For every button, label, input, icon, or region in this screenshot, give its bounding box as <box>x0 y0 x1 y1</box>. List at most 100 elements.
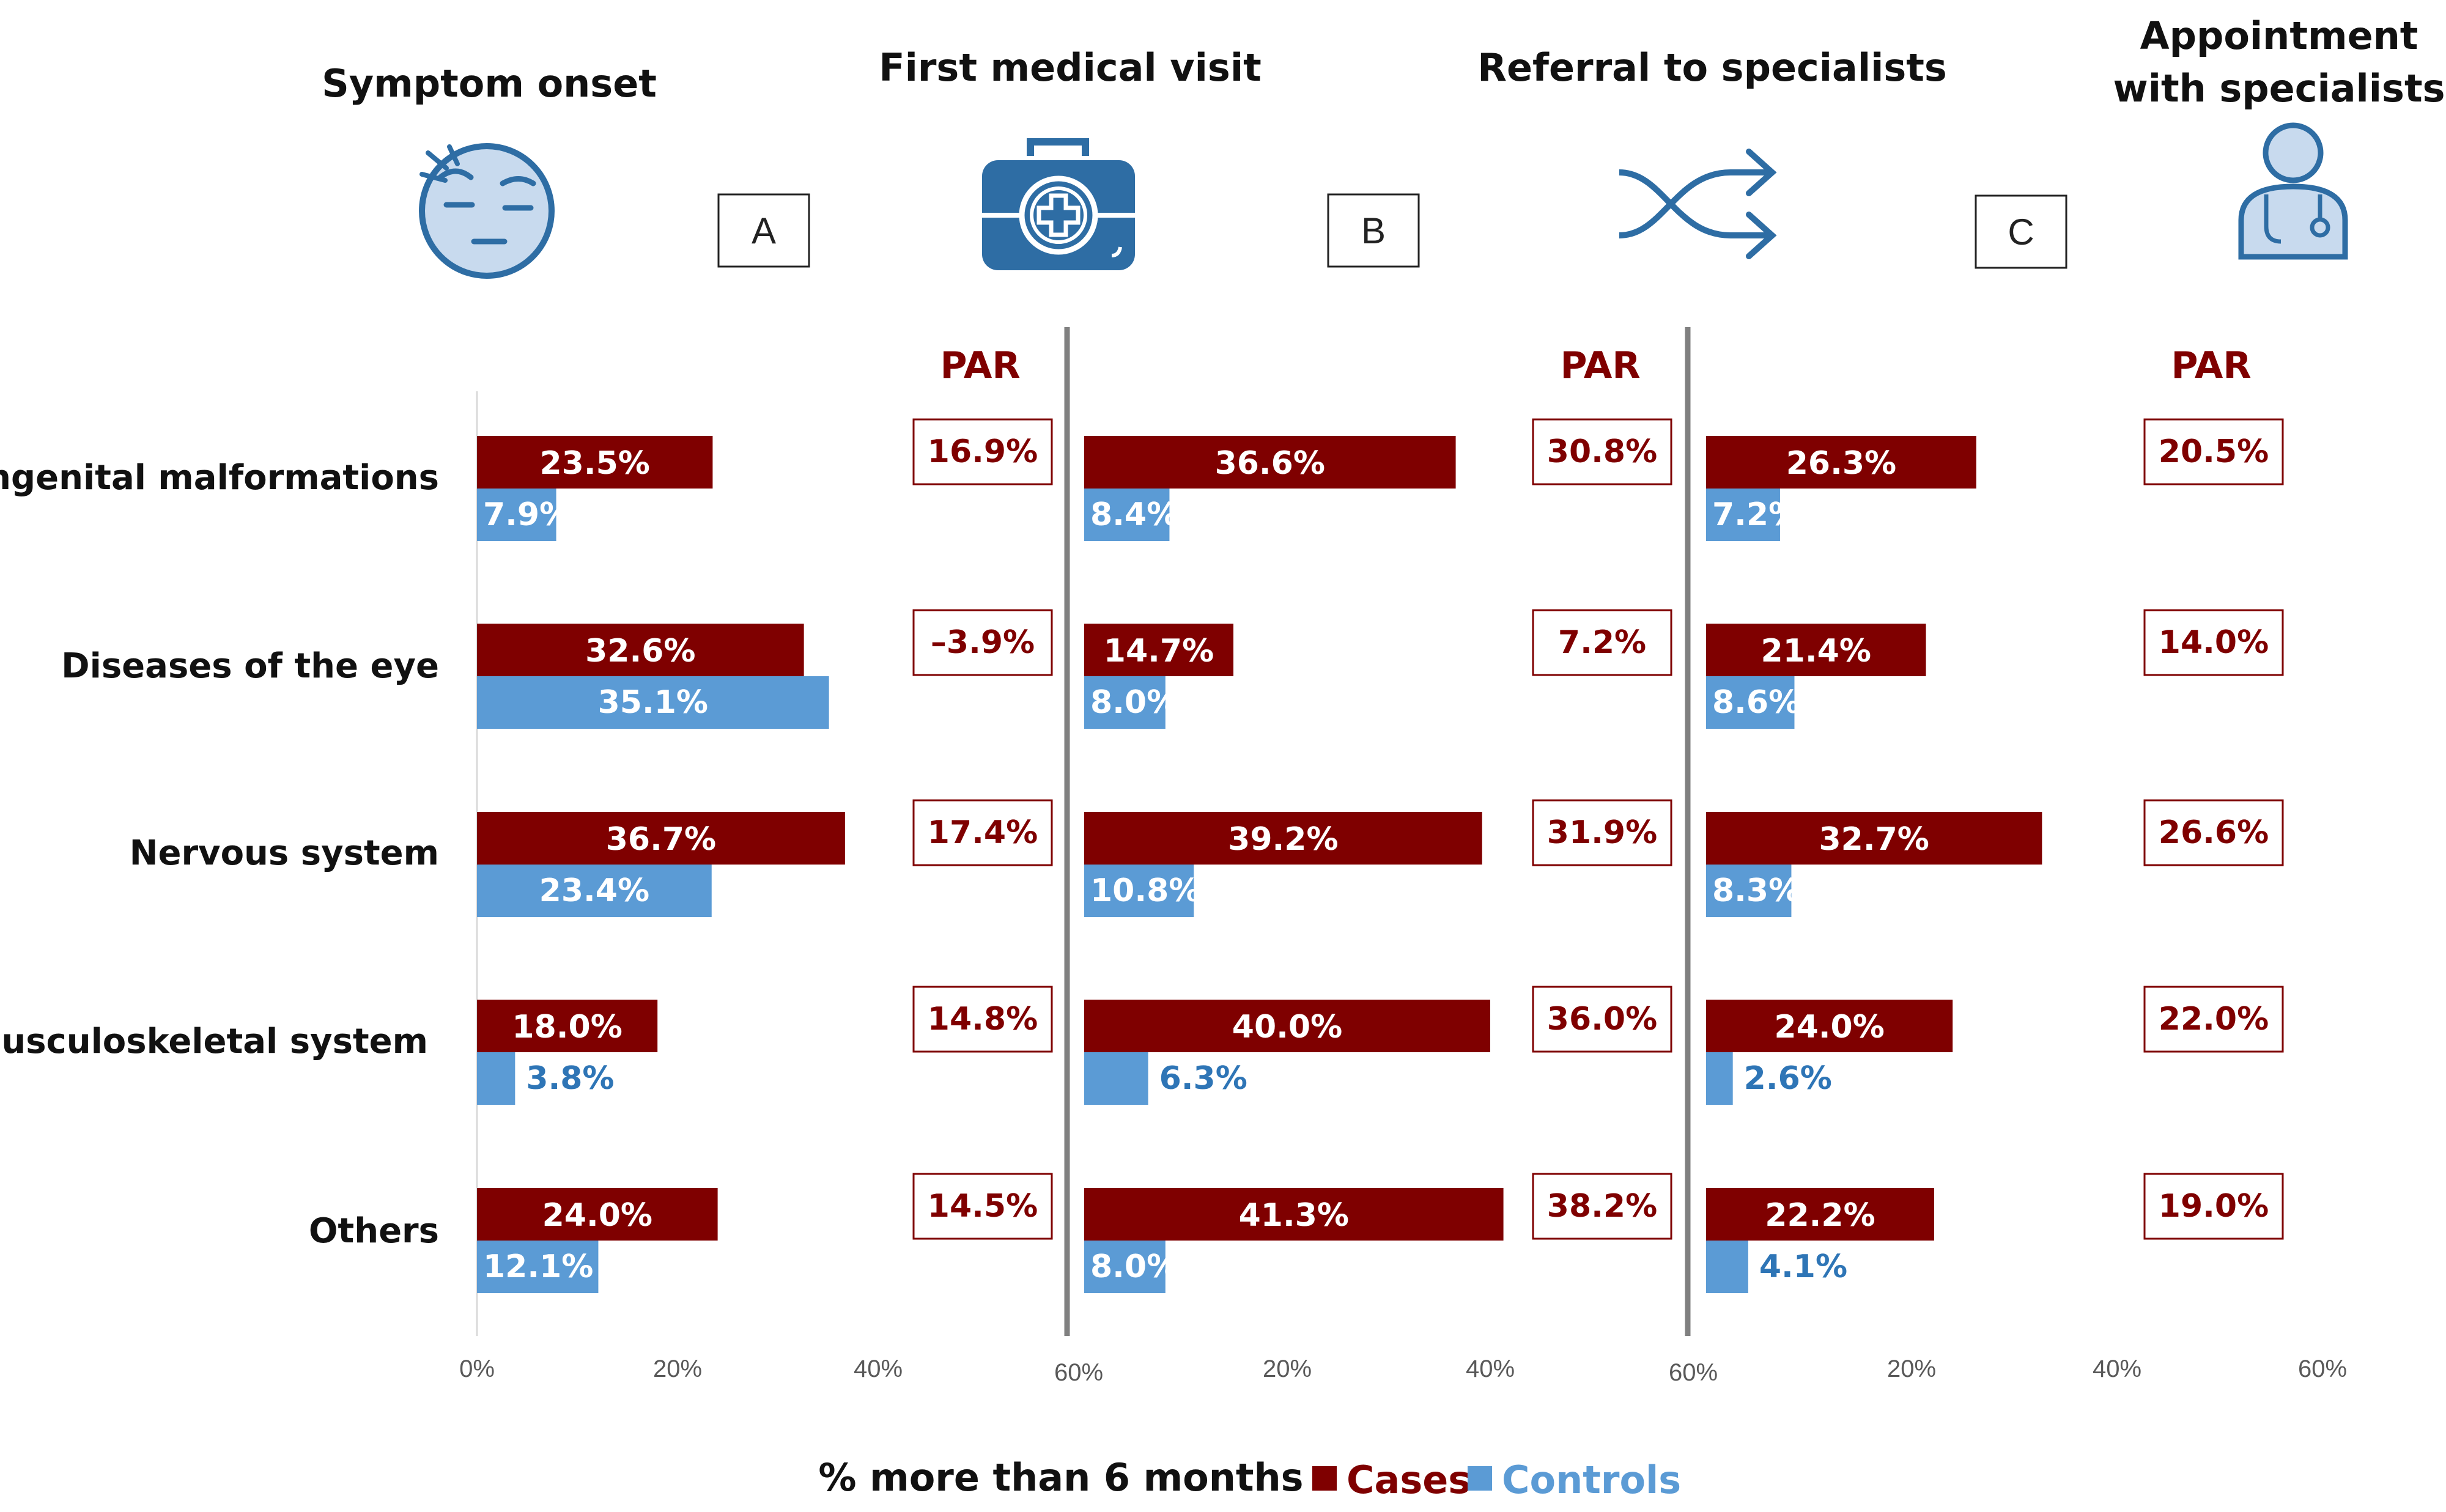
data-label-cases: 14.7% <box>1104 633 1214 669</box>
bar-controls <box>477 865 712 917</box>
par-value-box: 16.9% <box>912 418 1053 485</box>
data-label-cases: 21.4% <box>1761 633 1871 669</box>
data-label-cases: 40.0% <box>1232 1009 1342 1045</box>
stage-title-text: Appointment <box>2140 13 2418 58</box>
bar-controls <box>1084 1241 1166 1293</box>
par-value: 7.2% <box>1558 624 1646 661</box>
par-value: 20.5% <box>2159 433 2269 470</box>
par-value-box: 30.8% <box>1532 418 1672 485</box>
data-label-controls: 4.1% <box>1759 1248 1847 1285</box>
par-value-box: 26.6% <box>2143 799 2284 866</box>
data-label-controls: 6.3% <box>1159 1060 1247 1097</box>
par-heading: PAR <box>2171 344 2251 387</box>
par-value-box: 19.0% <box>2143 1173 2284 1240</box>
tick-label: 60% <box>1669 1359 1718 1386</box>
bar-controls <box>1706 865 1792 917</box>
par-box <box>912 986 1053 1053</box>
par-box <box>2143 1173 2284 1240</box>
data-label-controls: 23.4% <box>539 872 649 909</box>
par-box <box>912 418 1053 485</box>
par-value: 16.9% <box>928 433 1038 470</box>
data-label-controls: 8.6% <box>1712 684 1800 721</box>
panel-label-box <box>1327 193 1420 268</box>
tick-label: 20% <box>653 1355 702 1382</box>
data-label-controls: 10.8% <box>1090 872 1200 909</box>
par-value-box: 31.9% <box>1532 799 1672 866</box>
par-value: 14.8% <box>928 1001 1038 1038</box>
tick-label: 20% <box>1887 1355 1936 1382</box>
data-label-cases: 18.0% <box>512 1009 622 1045</box>
legend-swatch-controls <box>1468 1466 1492 1491</box>
par-value-box: 7.2% <box>1532 609 1672 676</box>
data-label-controls: 12.1% <box>483 1248 593 1285</box>
category-label: Congenital malformations <box>0 458 439 498</box>
par-heading: PAR <box>940 344 1020 387</box>
par-value-box: 38.2% <box>1532 1173 1672 1240</box>
par-box <box>1532 418 1672 485</box>
shuffle-arrows-icon <box>1619 149 1777 259</box>
stage-title-text: Referral to specialists <box>1477 45 1947 90</box>
tick-label: 20% <box>1263 1355 1312 1382</box>
bar-controls <box>1706 489 1780 541</box>
data-label-cases: 36.7% <box>606 821 716 858</box>
tick-label: 0% <box>459 1355 495 1382</box>
par-box <box>2143 799 2284 866</box>
category-label: Diseases of the eye <box>61 646 439 686</box>
bar-controls <box>1706 676 1795 729</box>
par-value: 26.6% <box>2159 814 2269 851</box>
stage-title-4: Appointment with specialists <box>2113 13 2445 111</box>
par-value-box: 14.0% <box>2143 609 2284 676</box>
x-axis-label: % more than 6 months <box>818 1455 1303 1500</box>
bar-controls <box>1084 1052 1148 1105</box>
par-box <box>1532 986 1672 1053</box>
par-value-box: –3.9% <box>912 609 1053 676</box>
data-label-controls: 8.3% <box>1712 872 1800 909</box>
data-label-cases: 26.3% <box>1786 445 1896 482</box>
panel-label-text: B <box>1361 210 1386 251</box>
par-value: 14.5% <box>928 1188 1038 1225</box>
panel-label-box <box>717 193 810 268</box>
par-value: 30.8% <box>1547 433 1657 470</box>
par-value: 31.9% <box>1547 814 1657 851</box>
tick-label: 40% <box>2093 1355 2141 1382</box>
category-label: Others <box>309 1211 439 1251</box>
data-label-cases: 23.5% <box>539 445 649 482</box>
stage-title-1: Symptom onset <box>322 61 657 106</box>
bar-controls <box>1706 1241 1748 1293</box>
data-label-cases: 24.0% <box>1774 1009 1884 1045</box>
legend-swatch-cases <box>1312 1466 1337 1491</box>
panel-c-ticks: 20% 40% 60% <box>1887 1355 2347 1382</box>
panel-label-c: C <box>1975 194 2067 269</box>
category-label: Nervous system <box>130 833 439 873</box>
data-label-controls: 8.0% <box>1090 684 1178 721</box>
bar-cases <box>1706 1000 1953 1052</box>
par-heading: PAR <box>1560 344 1640 387</box>
medical-kit-icon <box>982 138 1135 270</box>
par-box <box>1532 1173 1672 1240</box>
par-value-box: 20.5% <box>2143 418 2284 485</box>
par-value: 14.0% <box>2159 624 2269 661</box>
bar-cases <box>477 1000 658 1052</box>
par-box <box>2143 418 2284 485</box>
tick-label: 40% <box>1466 1355 1515 1382</box>
category-label: Musculoskeletal system <box>0 1022 428 1061</box>
stage-title-text: Symptom onset <box>322 61 657 106</box>
par-value: 22.0% <box>2159 1001 2269 1038</box>
panel-label-box <box>1975 194 2067 269</box>
data-label-cases: 32.7% <box>1819 821 1929 858</box>
par-value-box: 14.8% <box>912 986 1053 1053</box>
par-box <box>2143 609 2284 676</box>
bar-controls <box>477 1241 599 1293</box>
bar-cases <box>1706 1188 1934 1241</box>
data-label-controls: 8.0% <box>1090 1248 1178 1285</box>
doctor-icon <box>2238 122 2348 260</box>
legend: % more than 6 months Cases Controls <box>818 1455 1681 1502</box>
bar-controls <box>477 1052 515 1105</box>
bar-cases <box>1084 436 1456 489</box>
bar-cases <box>1084 1188 1504 1241</box>
bar-controls <box>1084 676 1166 729</box>
tick-label: 60% <box>1054 1359 1103 1386</box>
bar-controls <box>1084 865 1194 917</box>
bar-controls <box>477 676 829 729</box>
bar-cases <box>1706 812 2042 865</box>
